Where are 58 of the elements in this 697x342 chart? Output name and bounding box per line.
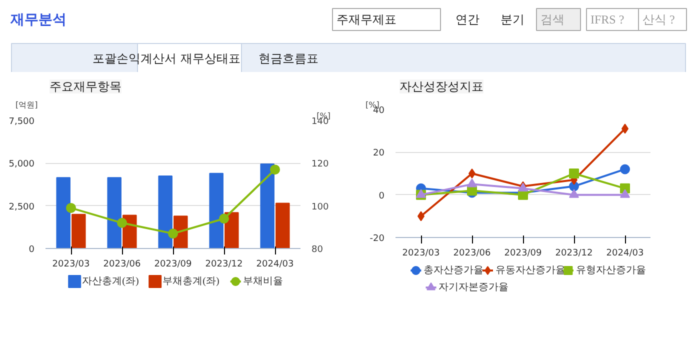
legend-label: 유형자산증가율 bbox=[576, 265, 646, 276]
point bbox=[569, 189, 579, 198]
bar bbox=[260, 164, 274, 248]
y2-tick-label: 100 bbox=[312, 202, 329, 212]
bar bbox=[276, 202, 290, 248]
text: 주재무제표 bbox=[336, 12, 396, 26]
x-tick-label: 2023/03 bbox=[402, 248, 440, 258]
text: 포괄손익계산서 bbox=[92, 52, 176, 66]
text: 검색 bbox=[540, 12, 564, 26]
bar bbox=[209, 172, 224, 248]
x-tick-label: 2024/03 bbox=[606, 248, 644, 258]
point bbox=[620, 189, 630, 198]
x-tick-label: 2023/12 bbox=[555, 248, 593, 258]
point bbox=[467, 178, 477, 188]
point bbox=[168, 228, 178, 239]
text: 재무상태표 bbox=[180, 52, 240, 66]
legend-label: 자산총계(좌) bbox=[82, 276, 139, 287]
bar bbox=[224, 212, 239, 248]
x-tick-label: 2023/09 bbox=[504, 248, 542, 258]
y-tick-label: 0 bbox=[28, 245, 35, 255]
y-tick-label: 7,500 bbox=[8, 117, 35, 127]
point bbox=[219, 214, 229, 224]
legend-label: 총자산증가율 bbox=[423, 265, 484, 276]
point bbox=[270, 164, 280, 175]
y-tick-label: 2,500 bbox=[8, 202, 35, 212]
y-tick-label: -20 bbox=[370, 234, 385, 244]
y-tick-label: 20 bbox=[373, 148, 385, 159]
text: 현금흐름표 bbox=[258, 52, 318, 66]
point bbox=[468, 168, 476, 178]
x-tick-label: 2024/03 bbox=[256, 260, 294, 270]
y-axis-title: [억원] bbox=[16, 100, 38, 110]
y2-tick-label: 80 bbox=[312, 245, 324, 255]
bar bbox=[56, 177, 70, 248]
y2-tick-label: 120 bbox=[312, 160, 329, 170]
text: 재무분석 bbox=[10, 13, 66, 28]
text: 분기 bbox=[500, 12, 524, 26]
text: IFRS ? bbox=[590, 12, 624, 26]
x-tick-label: 2023/06 bbox=[103, 260, 141, 270]
x-tick-label: 2023/09 bbox=[154, 260, 192, 270]
point bbox=[117, 218, 127, 228]
text: 연간 bbox=[456, 12, 480, 26]
point bbox=[569, 168, 579, 178]
point bbox=[620, 164, 630, 174]
text: 산식 ? bbox=[642, 12, 675, 26]
legend-label: 부채총계(좌) bbox=[162, 276, 220, 287]
x-tick-label: 2023/03 bbox=[52, 260, 90, 270]
x-tick-label: 2023/06 bbox=[453, 248, 491, 258]
legend-label: 자기자본증가율 bbox=[438, 282, 509, 293]
chart-title: 주요재무항목 bbox=[50, 80, 122, 94]
point bbox=[66, 202, 76, 213]
y-tick-label: 5,000 bbox=[8, 160, 35, 170]
legend-label: 부채비율 bbox=[243, 276, 284, 287]
chart-title: 자산성장성지표 bbox=[400, 80, 484, 94]
bar bbox=[158, 175, 172, 248]
bar bbox=[107, 177, 122, 248]
y-tick-label: 0 bbox=[378, 191, 385, 202]
x-tick-label: 2023/12 bbox=[205, 260, 243, 270]
bar bbox=[72, 214, 86, 248]
